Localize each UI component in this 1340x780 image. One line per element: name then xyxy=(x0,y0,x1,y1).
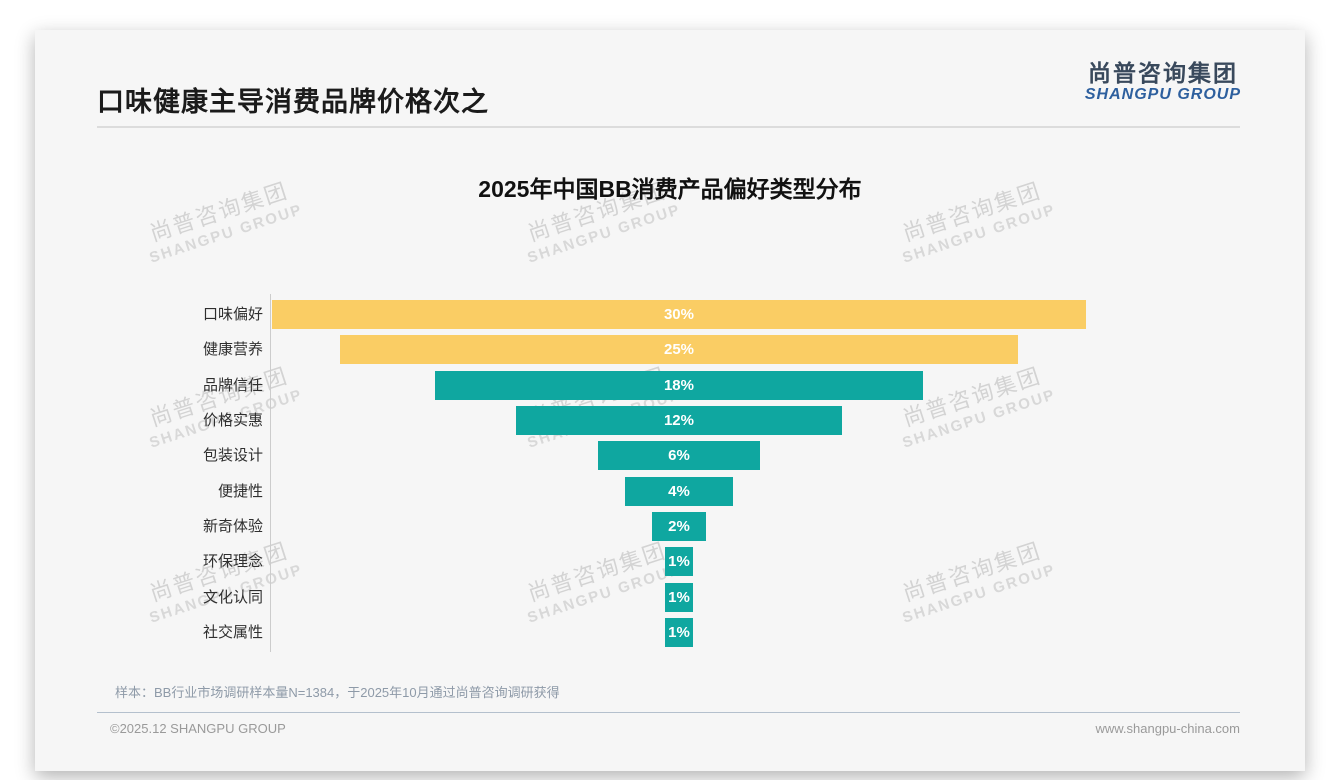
chart-row: 健康营养 25% xyxy=(97,335,1243,365)
bar-健康营养: 25% xyxy=(339,335,1019,365)
category-label: 口味偏好 xyxy=(202,306,263,323)
bar-社交属性: 1% xyxy=(665,618,693,648)
bar-value-label: 1% xyxy=(668,624,690,642)
category-label: 便捷性 xyxy=(217,482,263,500)
y-axis-line xyxy=(270,294,271,652)
copyright-text: ©2025.12 SHANGPU GROUP xyxy=(110,721,286,736)
chart-row: 便捷性 4% xyxy=(97,476,1243,507)
chart-row: 文化认同 1% xyxy=(97,582,1243,613)
bar-value-label: 18% xyxy=(663,376,694,394)
chart-title: 2025年中国BB消费产品偏好类型分布 xyxy=(478,176,862,202)
bar-包装设计: 6% xyxy=(597,441,761,471)
chart-row: 新奇体验 2% xyxy=(97,512,1243,542)
funnel-bar-chart: 口味偏好 30% 健康营养 25% 品牌信任 18% 价格实惠 12% 包装设计 6% 便捷性 4% 新… xyxy=(97,294,1243,652)
bar-文化认同: 1% xyxy=(665,582,693,612)
category-label: 健康营养 xyxy=(202,341,263,359)
chart-row: 口味偏好 30% xyxy=(97,300,1243,330)
chart-row: 价格实惠 12% xyxy=(97,406,1243,436)
bar-value-label: 4% xyxy=(668,482,690,500)
chart-row: 品牌信任 18% xyxy=(97,370,1243,401)
bar-价格实惠: 12% xyxy=(516,406,842,436)
bar-环保理念: 1% xyxy=(665,547,693,577)
bar-value-label: 1% xyxy=(668,588,690,606)
category-label: 包装设计 xyxy=(202,447,263,465)
company-logo-cn: 尚普咨询集团 xyxy=(1087,60,1238,86)
category-label: 文化认同 xyxy=(202,588,263,606)
website-link[interactable]: www.shangpu-china.com xyxy=(1095,721,1240,736)
category-label: 社交属性 xyxy=(202,624,263,642)
category-label: 价格实惠 xyxy=(202,412,263,430)
bar-便捷性: 4% xyxy=(624,476,734,506)
bar-口味偏好: 30% xyxy=(272,300,1086,329)
company-logo-en: SHANGPU GROUP xyxy=(1084,86,1241,104)
title-underline xyxy=(97,126,1240,128)
bar-value-label: 2% xyxy=(668,518,690,536)
category-label: 环保理念 xyxy=(202,553,263,571)
category-label: 新奇体验 xyxy=(202,518,263,536)
bar-value-label: 12% xyxy=(663,412,694,430)
sample-note: 样本：BB行业市场调研样本量N=1384，于2025年10月通过尚普咨询调研获得 xyxy=(115,685,560,700)
slide-card: 尚普咨询集团 SHANGPU GROUP 尚普咨询集团 SHANGPU GROUP 尚普… xyxy=(35,30,1305,771)
bar-value-label: 6% xyxy=(668,447,690,465)
bar-value-label: 30% xyxy=(663,306,694,323)
category-label: 品牌信任 xyxy=(202,376,263,394)
chart-row: 社交属性 1% xyxy=(97,618,1243,648)
footer-divider xyxy=(97,712,1240,713)
chart-row: 环保理念 1% xyxy=(97,547,1243,577)
bar-品牌信任: 18% xyxy=(434,370,924,400)
chart-row: 包装设计 6% xyxy=(97,441,1243,471)
bar-value-label: 1% xyxy=(668,553,690,571)
bar-新奇体验: 2% xyxy=(651,512,707,542)
company-logo: 尚普咨询集团 SHANGPU GROUP xyxy=(1085,60,1241,104)
bar-value-label: 25% xyxy=(663,341,695,359)
page-title: 口味健康主导消费品牌价格次之 xyxy=(97,87,489,117)
